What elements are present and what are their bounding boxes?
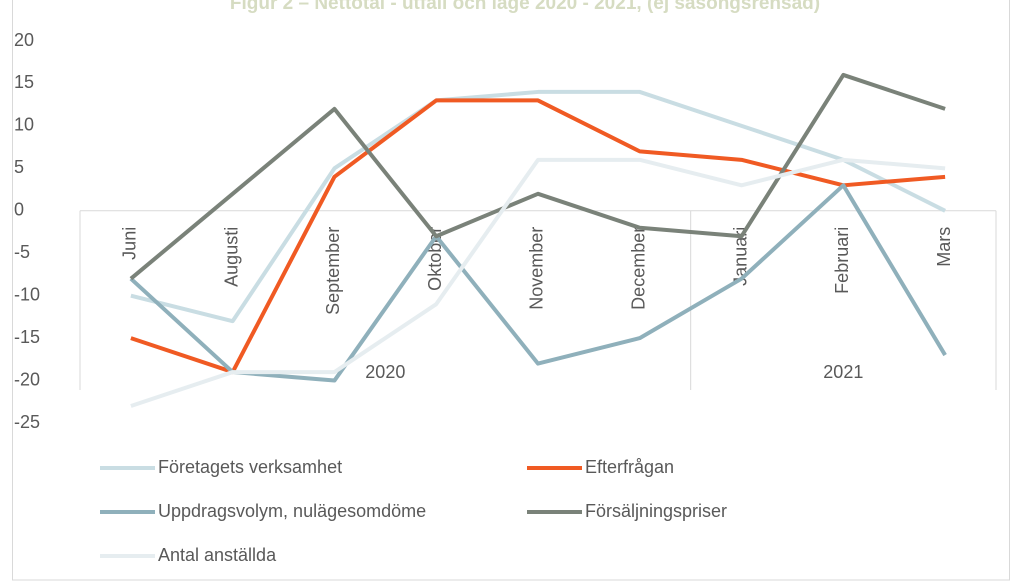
y-tick-label: -20 [14, 369, 40, 389]
series-line [130, 89, 947, 324]
y-tick-label: 15 [14, 72, 34, 92]
series-line [130, 157, 946, 408]
series-line [130, 98, 946, 375]
x-tick-label: Mars [934, 227, 954, 267]
y-tick-label: -5 [14, 242, 30, 262]
group-label: 2020 [365, 362, 405, 382]
x-tick-label: December [629, 227, 649, 310]
group-label: 2021 [823, 362, 863, 382]
y-tick-label: -10 [14, 284, 40, 304]
legend-label: Uppdragsvolym, nulägesomdöme [158, 501, 426, 521]
legend-label: Antal anställda [158, 545, 277, 565]
series-line [129, 72, 946, 281]
x-tick-label: Januari [730, 227, 750, 286]
chart-frame [12, 0, 1010, 581]
x-tick-label: Juni [120, 227, 140, 260]
y-tick-label: 10 [14, 115, 34, 135]
x-tick-label: September [323, 227, 343, 315]
y-tick-label: 5 [14, 157, 24, 177]
y-tick-label: 20 [14, 30, 34, 50]
chart-title: Figur 2 – Nettotal - utfall och läge 202… [230, 0, 820, 14]
legend-label: Efterfrågan [585, 457, 674, 477]
y-tick-label: -15 [14, 327, 40, 347]
x-tick-label: Februari [832, 227, 852, 294]
legend-label: Försäljningspriser [585, 501, 727, 521]
legend-label: Företagets verksamhet [158, 457, 342, 477]
series-line [129, 183, 947, 383]
x-tick-label: Augusti [221, 227, 241, 287]
x-tick-label: November [527, 227, 547, 310]
y-tick-label: -25 [14, 412, 40, 432]
y-tick-label: 0 [14, 200, 24, 220]
